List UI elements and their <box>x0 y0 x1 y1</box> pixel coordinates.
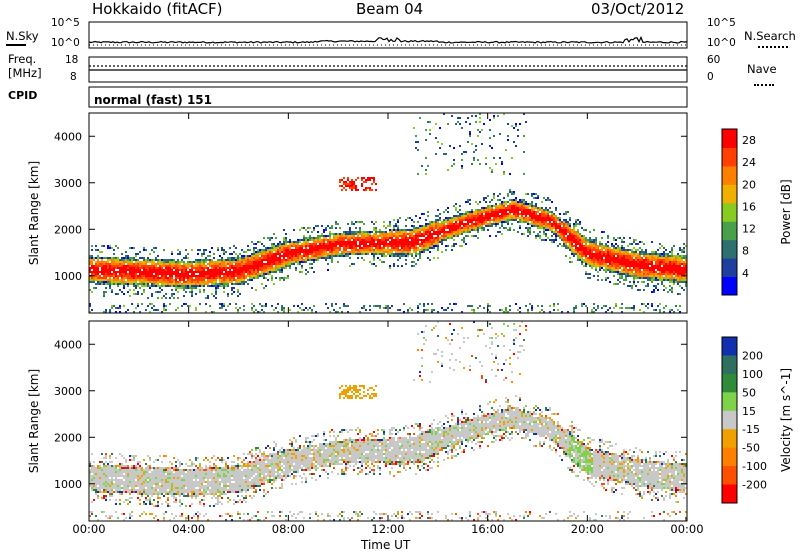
nave-label: Nave <box>747 62 777 76</box>
colorbar-tick-label: -50 <box>742 442 760 455</box>
colorbar-tick-label: 28 <box>742 134 756 147</box>
colorbar-tick-label: 50 <box>742 386 756 399</box>
nave-tick-low: 0 <box>707 71 714 83</box>
colorbar-label: Velocity [m s^-1] <box>779 368 793 472</box>
noise-right-tick-low: 10^0 <box>707 37 736 49</box>
nave-tick-high: 60 <box>707 54 721 66</box>
power-colorbar <box>721 128 738 296</box>
colorbar-segment <box>722 129 737 148</box>
y-axis-label: Slant Range [km] <box>27 161 41 265</box>
noise-right-tick-high: 10^5 <box>707 17 736 29</box>
velocity-heatmap <box>89 321 687 521</box>
colorbar-segment <box>722 239 737 259</box>
colorbar-segment <box>722 484 737 504</box>
y-tick-label: 1000 <box>54 478 82 491</box>
colorbar-segment <box>722 355 737 375</box>
colorbar-frame <box>721 336 738 504</box>
colorbar-segment <box>722 276 737 296</box>
velocity-colorbar <box>721 336 738 504</box>
noise-sky-line <box>88 35 688 44</box>
colorbar-frame <box>721 128 738 296</box>
colorbar-tick-label: 16 <box>742 200 756 213</box>
colorbar-segment <box>722 337 737 356</box>
date-title: 03/Oct/2012 <box>591 0 685 18</box>
x-tick-label: 04:00 <box>172 522 205 536</box>
colorbar-segment <box>722 165 737 185</box>
colorbar-segment <box>722 429 737 449</box>
noise-sky-legend-line <box>6 44 26 46</box>
y-tick-label: 2000 <box>54 431 82 444</box>
colorbar-tick-label: 12 <box>742 223 756 236</box>
power-heatmap <box>89 113 687 313</box>
colorbar-segment <box>722 447 737 467</box>
colorbar-tick-label: -200 <box>742 479 767 492</box>
noise-left-tick-high: 10^5 <box>51 17 80 29</box>
cpid-panel-frame <box>88 86 688 108</box>
y-tick-label: 3000 <box>54 385 82 398</box>
colorbar-segment <box>722 147 737 167</box>
colorbar-segment <box>722 410 737 430</box>
colorbar-segment <box>722 392 737 412</box>
colorbar-tick-label: 100 <box>742 368 763 381</box>
noise-search-legend-line <box>758 46 788 48</box>
colorbar-tick-label: 8 <box>742 245 749 258</box>
x-tick-label: 12:00 <box>371 522 404 536</box>
x-tick-label: 20:00 <box>571 522 604 536</box>
y-tick-label: 2000 <box>54 223 82 236</box>
colorbar-segment <box>722 373 737 393</box>
colorbar-tick-label: 4 <box>742 267 749 280</box>
colorbar-segment <box>722 258 737 278</box>
colorbar-tick-label: 200 <box>742 349 763 362</box>
cpid-value: normal (fast) 151 <box>94 93 212 107</box>
colorbar-segment <box>722 202 737 222</box>
x-axis-title: Time UT <box>361 538 411 552</box>
y-tick-label: 4000 <box>54 130 82 143</box>
x-tick-label: 16:00 <box>471 522 504 536</box>
y-tick-label: 4000 <box>54 338 82 351</box>
beam-title: Beam 04 <box>356 0 424 18</box>
x-tick-label: 08:00 <box>272 522 305 536</box>
colorbar-tick-label: -15 <box>742 423 760 436</box>
y-axis-label: Slant Range [km] <box>27 369 41 473</box>
freq-unit-label: [MHz] <box>8 66 42 80</box>
y-tick-label: 1000 <box>54 270 82 283</box>
freq-tick-low: 8 <box>70 71 77 83</box>
colorbar-segment <box>722 466 737 486</box>
cpid-label: CPID <box>8 89 38 102</box>
noise-search-label: N.Search <box>744 29 796 43</box>
noise-panel-frame <box>88 21 688 49</box>
noise-sky-label: N.Sky <box>6 29 39 43</box>
colorbar-tick-label: -100 <box>742 460 767 473</box>
colorbar-tick-label: 15 <box>742 405 756 418</box>
freq-label: Freq. <box>8 52 37 66</box>
colorbar-tick-label: 20 <box>742 178 756 191</box>
colorbar-label: Power [dB] <box>779 179 793 244</box>
y-tick-label: 3000 <box>54 177 82 190</box>
x-tick-label: 00:00 <box>670 522 703 536</box>
noise-left-tick-low: 10^0 <box>51 37 80 49</box>
colorbar-segment <box>722 184 737 204</box>
station-title: Hokkaido (fitACF) <box>92 0 223 18</box>
colorbar-tick-label: 24 <box>742 156 756 169</box>
colorbar-segment <box>722 221 737 241</box>
nave-legend-line <box>754 84 774 86</box>
x-tick-label: 00:00 <box>72 522 105 536</box>
freq-tick-high: 18 <box>65 54 79 66</box>
